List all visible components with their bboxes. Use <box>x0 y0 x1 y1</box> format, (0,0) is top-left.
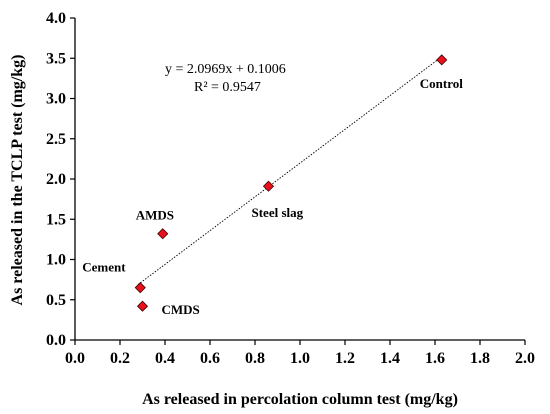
x-tick-label: 1.2 <box>335 350 355 367</box>
trendline-r2: R² = 0.9547 <box>194 80 261 95</box>
data-points <box>134 54 448 312</box>
trendline-equation: y = 2.0969x + 0.1006 <box>165 62 286 77</box>
y-axis-title: As released in the TCLP test (mg/kg) <box>9 55 26 306</box>
point-label-cement: Cement <box>82 260 126 275</box>
x-axis-ticks: 0.0 0.2 0.4 0.6 0.8 1.0 1.2 1.4 1.6 1.8 2.0 <box>65 340 535 367</box>
y-tick-label: 3.5 <box>46 50 66 67</box>
axes <box>74 18 525 341</box>
data-point-control <box>436 54 448 66</box>
x-tick-label: 0.6 <box>200 350 220 367</box>
y-tick-label: 2.0 <box>46 171 66 188</box>
y-tick-label: 0.5 <box>46 292 66 309</box>
point-label-control: Control <box>420 76 463 91</box>
point-label-cmds: CMDS <box>162 302 200 317</box>
x-tick-label: 2.0 <box>515 350 535 367</box>
trendline <box>137 56 443 285</box>
x-tick-label: 0.4 <box>155 350 175 367</box>
x-tick-label: 0.8 <box>245 350 265 367</box>
x-tick-label: 1.8 <box>470 350 490 367</box>
y-tick-label: 3.0 <box>46 91 66 108</box>
point-labels: Control Steel slag AMDS Cement CMDS <box>82 76 463 317</box>
y-tick-label: 1.0 <box>46 252 66 269</box>
point-label-steel-slag: Steel slag <box>252 205 304 220</box>
y-tick-label: 1.5 <box>46 211 66 228</box>
y-tick-label: 0.0 <box>46 332 66 349</box>
x-tick-label: 1.0 <box>290 350 310 367</box>
x-tick-label: 0.0 <box>65 350 85 367</box>
point-label-amds: AMDS <box>136 208 174 223</box>
x-tick-label: 0.2 <box>110 350 130 367</box>
trendline-group <box>137 56 443 285</box>
x-axis-title: As released in percolation column test (… <box>142 391 458 408</box>
data-point-amds <box>157 228 169 240</box>
x-tick-label: 1.6 <box>425 350 445 367</box>
x-tick-label: 1.4 <box>380 350 400 367</box>
data-point-steel-slag <box>262 180 275 192</box>
y-axis-ticks: 0.0 0.5 1.0 1.5 2.0 2.5 3.0 3.5 4.0 <box>46 10 75 349</box>
data-point-cement <box>134 282 146 294</box>
y-tick-label: 4.0 <box>46 10 66 27</box>
y-tick-label: 2.5 <box>46 131 66 148</box>
data-point-cmds <box>136 300 149 312</box>
